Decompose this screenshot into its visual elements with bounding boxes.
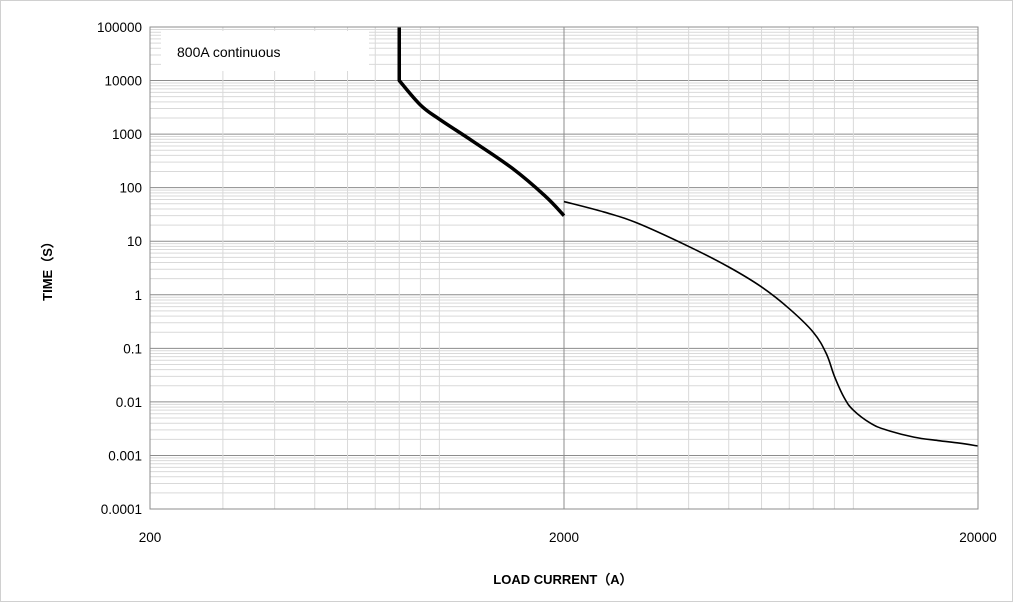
y-tick-label: 0.0001	[101, 502, 142, 517]
y-tick-label: 100	[119, 181, 142, 196]
series-layer	[397, 27, 979, 447]
series-line-1	[397, 27, 566, 217]
x-tick-label: 200	[139, 530, 162, 545]
legend-label: 800A continuous	[177, 44, 281, 60]
legend-box	[161, 31, 369, 71]
legend: 800A continuous	[161, 31, 369, 71]
y-tick-label: 100000	[97, 20, 142, 35]
y-tick-label: 10	[127, 234, 142, 249]
x-tick-label: 2000	[549, 530, 579, 545]
series-line-2	[563, 200, 979, 447]
y-tick-label: 0.001	[108, 448, 142, 463]
y-tick-label: 1000	[112, 127, 142, 142]
y-tick-label: 10000	[104, 74, 142, 89]
y-tick-label: 0.01	[116, 395, 142, 410]
grid	[149, 26, 979, 510]
y-tick-label: 1	[134, 288, 142, 303]
axes: 100000 10000 1000 100 10 1 0.1 0.01 0.001 0.0001 2…	[97, 20, 997, 545]
y-axis-title: TIME（S）	[40, 235, 55, 301]
x-tick-label: 20000	[959, 530, 997, 545]
x-axis-title: LOAD CURRENT（A）	[493, 572, 632, 587]
y-tick-label: 0.1	[123, 341, 142, 356]
plot-frame	[149, 26, 979, 510]
